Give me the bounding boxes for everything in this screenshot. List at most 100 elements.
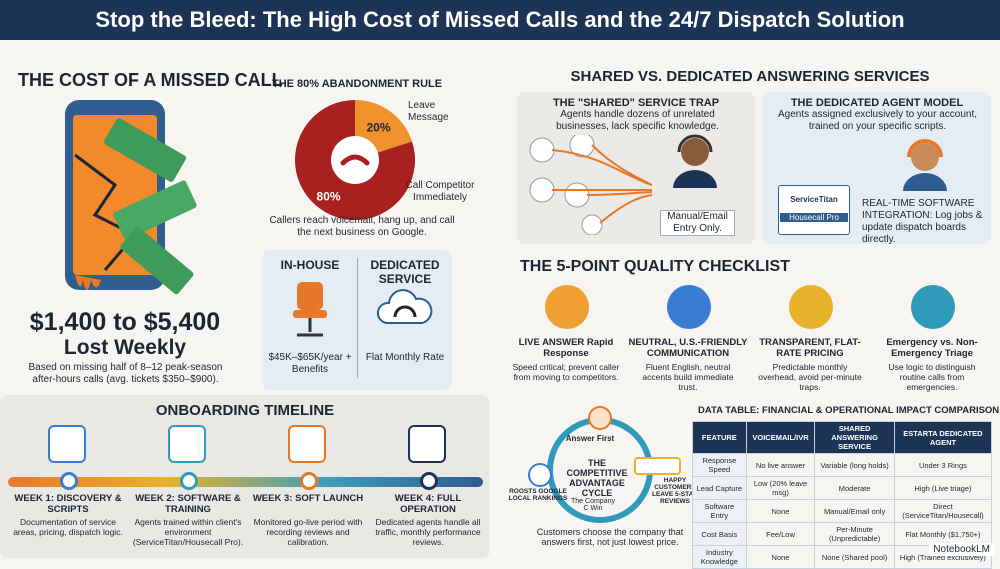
table-cell: Flat Monthly ($1,750+) [893, 522, 993, 546]
timeline-bar [8, 477, 483, 487]
step-text: Agents trained within client's environme… [132, 517, 244, 547]
table-cell: Direct (ServiceTitan/Housecall) [893, 499, 993, 523]
table-row: Response Speed No live answer Variable (lo… [692, 453, 993, 477]
cycle-step: HAPPY CUSTOMERS LEAVE 5-STAR REVIEWS [652, 477, 698, 505]
pie-center [331, 136, 379, 184]
table-cell: Industry Knowledge [692, 545, 747, 569]
check-text: Use logic to distinguish routine calls f… [888, 362, 976, 392]
page-title: Stop the Bleed: The High Cost of Missed … [0, 0, 1000, 40]
comparison-table: FEATURE VOICEMAIL/IVR SHARED ANSWERING SER… [692, 421, 993, 569]
footer-brand: NotebookLM [929, 543, 994, 556]
cycle-step: Answer First [565, 434, 615, 443]
pie-caption: Callers reach voicemail, hang up, and ca… [269, 215, 455, 238]
table-row: Lead Capture Low (20% leave msg) Moderate H… [692, 476, 993, 500]
check-title: Emergency vs. Non-Emergency Triage [886, 337, 978, 359]
check-title: LIVE ANSWER Rapid Response [518, 337, 614, 359]
section-title: THE 80% ABANDONMENT RULE [272, 78, 443, 90]
step-text: Monitored go-live period with recording … [253, 517, 363, 547]
agent-icon [903, 139, 947, 191]
section-title: SHARED VS. DEDICATED ANSWERING SERVICES [570, 68, 930, 85]
section-title: THE 5-POINT QUALITY CHECKLIST [520, 258, 790, 275]
cost-amount-sub: Lost Weekly [63, 336, 187, 359]
step-title: WEEK 2: SOFTWARE & TRAINING [135, 493, 241, 515]
table-header-cell: ESTARTA DEDICATED AGENT [893, 421, 993, 454]
table-cell: Lead Capture [692, 476, 747, 500]
pie-chart: 20% 80% [295, 100, 415, 220]
box-text: Agents assigned exclusively to your acco… [778, 109, 977, 132]
table-cell: High (Live triage) [893, 476, 993, 500]
table-cell: Fee/Low [745, 522, 816, 546]
shared-illustration [529, 135, 653, 235]
pie-legend-label: Leave Message [408, 100, 449, 123]
box-title: THE "SHARED" SERVICE TRAP [552, 97, 720, 109]
box-title: THE DEDICATED AGENT MODEL [790, 97, 964, 109]
table-cell: Response Speed [692, 453, 747, 477]
table-cell: None (Shared pool) [814, 545, 895, 569]
table-cell: Cost Basis [692, 522, 747, 546]
step-dot [60, 472, 78, 490]
step-dot [420, 472, 438, 490]
step-icon [48, 425, 86, 463]
section-title: THE COST OF A MISSED CALL [18, 70, 283, 90]
step-dot [180, 472, 198, 490]
cycle-caption: Customers choose the company that answer… [536, 527, 684, 547]
cloud-headset-icon [377, 289, 433, 324]
check-icon [545, 285, 589, 329]
pie-value-label: 80% [317, 189, 341, 203]
box-text: Agents handle dozens of unrelated busine… [556, 109, 719, 132]
check-icon [667, 285, 711, 329]
cycle-step: ROOSTS GOOGLE LOCAL RANKINGS [508, 488, 568, 502]
step-icon [288, 425, 326, 463]
step-icon [168, 425, 206, 463]
step-icon [408, 425, 446, 463]
section-title: ONBOARDING TIMELINE [155, 402, 335, 419]
step-title: WEEK 1: DISCOVERY & SCRIPTS [14, 493, 122, 515]
check-title: TRANSPARENT, FLAT-RATE PRICING [759, 337, 861, 359]
table-cell: Software Entry [692, 499, 747, 523]
table-header-row: FEATURE VOICEMAIL/IVR SHARED ANSWERING SER… [692, 421, 993, 454]
column-text: Flat Monthly Rate [365, 352, 445, 363]
step-title: WEEK 4: FULL OPERATION [394, 493, 462, 515]
table-cell: Under 3 Rings [893, 453, 993, 477]
phone-icon [340, 154, 370, 166]
table-cell: Per-Minute (Unpredictable) [814, 522, 895, 546]
check-text: Speed critical; prevent caller from movi… [512, 362, 620, 382]
column-text: $45K–$65K/year + Benefits [268, 352, 352, 375]
table-title: DATA TABLE: FINANCIAL & OPERATIONAL IMPA… [698, 405, 1000, 416]
logo-panel [778, 185, 850, 235]
cycle-title: THE COMPETITIVE ADVANTAGE CYCLE [566, 458, 628, 498]
step-dot [300, 472, 318, 490]
check-icon [789, 285, 833, 329]
table-row: Software Entry None Manual/Email only Direc… [692, 499, 993, 523]
chair-icon [293, 282, 327, 337]
table-cell: Moderate [814, 476, 895, 500]
table-cell: Variable (long holds) [814, 453, 895, 477]
cost-note: Based on missing half of 8–12 peak-seaso… [28, 362, 223, 385]
check-icon [911, 285, 955, 329]
table-row: Cost Basis Fee/Low Per-Minute (Unpredictab… [692, 522, 993, 546]
broken-phone-illustration [65, 100, 197, 295]
table-cell: Low (20% leave msg) [745, 476, 816, 500]
cycle-step: The Company C Win [571, 498, 615, 512]
check-title: NEUTRAL, U.S.-FRIENDLY COMMUNICATION [628, 337, 748, 359]
onboarding-panel [0, 395, 490, 558]
table-header-cell: FEATURE [692, 421, 747, 454]
pie-legend-label: Call Competitor Immediately [405, 180, 475, 203]
column-title: DEDICATED SERVICE [370, 258, 440, 286]
step-title: WEEK 3: SOFT LAUNCH [252, 493, 364, 504]
column-title: IN-HOUSE [280, 258, 340, 272]
logo: ServiceTitan [790, 195, 838, 204]
step-text: Dedicated agents handle all traffic, mon… [375, 517, 481, 547]
pie-value-label: 20% [366, 121, 390, 135]
agent-icon [673, 134, 717, 188]
table-header-cell: SHARED ANSWERING SERVICE [814, 421, 895, 454]
step-text: Documentation of service areas, pricing,… [13, 517, 123, 537]
box-note: Manual/Email Entry Only. [660, 210, 735, 236]
table-cell: None [745, 499, 816, 523]
box-note: REAL-TIME SOFTWARE INTEGRATION: Log jobs… [862, 198, 983, 245]
cycle-illustration [528, 406, 681, 523]
cost-amount: $1,400 to $5,400 [29, 308, 221, 336]
table-cell: Manual/Email only [814, 499, 895, 523]
check-text: Predictable monthly overhead, avoid per-… [758, 362, 862, 392]
